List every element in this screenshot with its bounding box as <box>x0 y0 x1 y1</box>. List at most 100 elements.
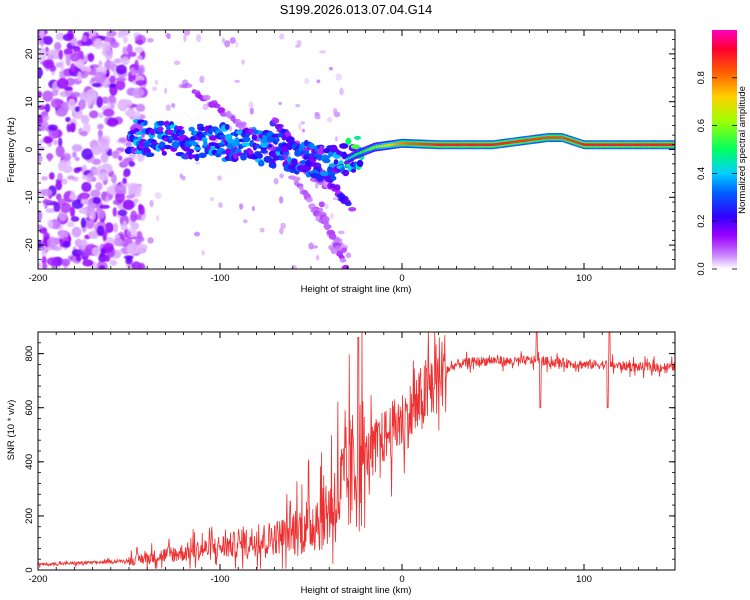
heatmap-cell <box>135 103 146 112</box>
colorbar: 0.0 0.2 0.4 0.6 0.8 Normalized spectral ampl… <box>696 30 748 276</box>
heatmap-cell <box>610 143 612 147</box>
heatmap-cell <box>541 136 544 140</box>
heatmap-cell <box>154 79 159 85</box>
heatmap-cell <box>57 137 63 148</box>
heatmap-cell <box>645 143 647 147</box>
heatmap-cell <box>501 142 503 145</box>
heatmap-cell <box>62 240 71 248</box>
heatmap-cell <box>391 143 394 146</box>
heatmap-cell <box>415 142 417 146</box>
heatmap-cell <box>96 96 103 108</box>
heatmap-cell <box>93 38 103 50</box>
heatmap-cell <box>38 153 43 164</box>
heatmap-cell <box>661 143 663 147</box>
heatmap-cell <box>278 101 282 105</box>
heatmap-cell <box>199 126 206 132</box>
heatmap-cell <box>301 128 306 133</box>
heatmap-cell <box>571 139 573 142</box>
heatmap-cell <box>47 153 52 162</box>
heatmap-cell <box>186 83 193 88</box>
heatmap-cell <box>218 202 223 208</box>
heatmap-cell <box>339 257 347 263</box>
heatmap-cell <box>553 136 555 139</box>
heatmap-cell <box>547 136 550 139</box>
heatmap-cell <box>565 137 567 141</box>
heatmap-cell <box>380 144 382 148</box>
heatmap-cell <box>496 142 499 146</box>
heatmap-cell <box>113 222 119 234</box>
heatmap-cell <box>126 256 132 262</box>
heatmap-cell <box>156 120 166 126</box>
heatmap-cell <box>183 30 191 36</box>
heatmap-cell <box>509 141 512 144</box>
heatmap-cell <box>295 44 301 48</box>
heatmap-cell <box>549 136 551 139</box>
heatmap-cell <box>664 143 666 147</box>
heatmap-cell <box>96 225 105 236</box>
heatmap-cell <box>605 143 608 147</box>
heatmap-cell <box>193 146 202 151</box>
heatmap-cell <box>279 33 285 40</box>
heatmap-cell <box>351 155 353 159</box>
heatmap-cell <box>75 106 80 112</box>
heatmap-cell <box>122 177 127 184</box>
heatmap-cell <box>122 199 135 211</box>
heatmap-cell <box>377 145 379 148</box>
heatmap-cell <box>350 144 360 150</box>
spectrogram-ytick-label: -20 <box>24 238 35 252</box>
heatmap-cell <box>126 231 132 239</box>
heatmap-cell <box>220 150 226 155</box>
heatmap-cell <box>143 141 150 149</box>
heatmap-cell <box>143 120 148 126</box>
heatmap-cell <box>166 33 171 40</box>
heatmap-cell <box>41 175 49 181</box>
heatmap-cell <box>70 216 80 222</box>
heatmap-cell <box>180 129 185 135</box>
snr-plot-area <box>38 332 675 570</box>
heatmap-cell <box>345 137 352 146</box>
heatmap-cell <box>473 143 475 147</box>
heatmap-cell <box>328 171 336 177</box>
heatmap-cell <box>407 142 410 145</box>
heatmap-cell <box>100 152 109 164</box>
heatmap-cell <box>38 261 42 269</box>
heatmap-cell <box>579 142 582 145</box>
heatmap-cell <box>91 209 96 221</box>
heatmap-cell <box>568 138 570 142</box>
heatmap-cell <box>445 143 448 147</box>
heatmap-cell <box>655 143 657 147</box>
heatmap-cell <box>46 236 58 249</box>
heatmap-cell <box>90 189 101 198</box>
heatmap-cell <box>99 265 106 269</box>
heatmap-cell <box>670 143 672 147</box>
heatmap-cell <box>38 91 43 98</box>
heatmap-cell <box>103 60 112 70</box>
heatmap-cell <box>467 143 470 147</box>
snr-xtick-label: -100 <box>210 574 229 585</box>
heatmap-cell <box>86 88 98 101</box>
heatmap-cell <box>194 161 201 165</box>
heatmap-cell <box>431 143 433 146</box>
heatmap-cell <box>466 143 468 147</box>
heatmap-cell <box>444 143 446 147</box>
heatmap-cell <box>55 32 65 41</box>
heatmap-cell <box>348 207 357 212</box>
heatmap-cell <box>581 142 583 146</box>
heatmap-cell <box>47 219 54 229</box>
heatmap-cell <box>76 71 82 82</box>
heatmap-cell <box>102 110 112 116</box>
heatmap-cell <box>486 143 488 147</box>
heatmap-cell <box>135 79 147 86</box>
heatmap-cell <box>43 59 55 69</box>
heatmap-cell <box>149 199 154 208</box>
heatmap-cell <box>333 108 338 116</box>
heatmap-cell <box>429 143 432 146</box>
heatmap-cell <box>55 62 63 68</box>
heatmap-cell <box>229 37 236 44</box>
heatmap-cell <box>155 215 160 222</box>
heatmap-cell <box>346 157 349 161</box>
heatmap-cell <box>154 130 164 135</box>
heatmap-cell <box>227 138 235 145</box>
colorbar-tick-label: 0.4 <box>696 167 707 180</box>
heatmap-cell <box>620 143 622 147</box>
